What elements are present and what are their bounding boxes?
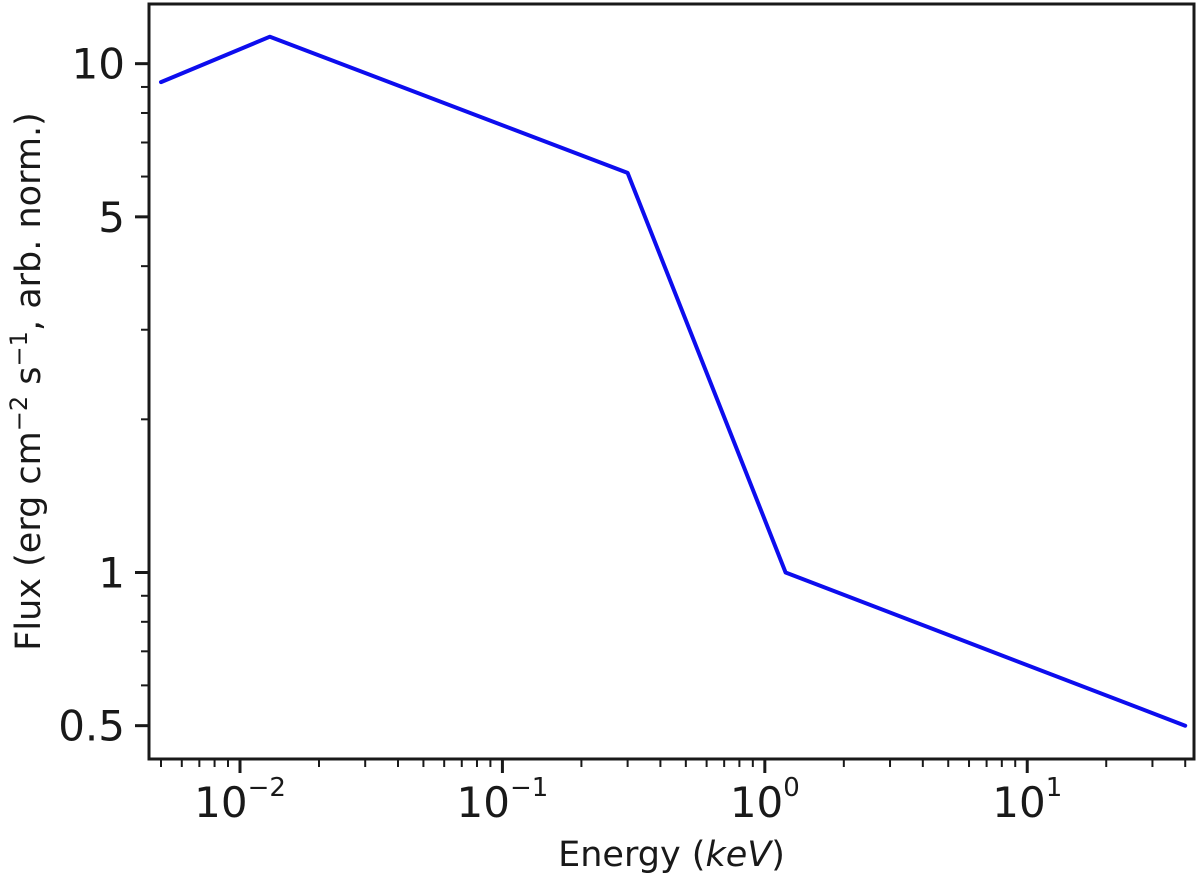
x-tick-label: 100: [730, 773, 800, 827]
x-tick-label: 10−2: [194, 773, 286, 827]
y-tick-label: 1: [98, 548, 125, 597]
y-tick-label: 5: [98, 193, 125, 242]
plot-frame: [147, 2, 1196, 761]
y-axis-label: Flux (erg cm−2 s−1, arb. norm.): [5, 112, 49, 651]
x-axis-label: Energy (keV): [558, 835, 785, 875]
spectrum-line: [159, 34, 1188, 728]
x-tick-label: 101: [992, 773, 1062, 827]
y-tick-label: 10: [72, 40, 125, 89]
x-tick-label: 10−1: [457, 773, 549, 827]
y-tick-label: 0.5: [58, 702, 125, 751]
